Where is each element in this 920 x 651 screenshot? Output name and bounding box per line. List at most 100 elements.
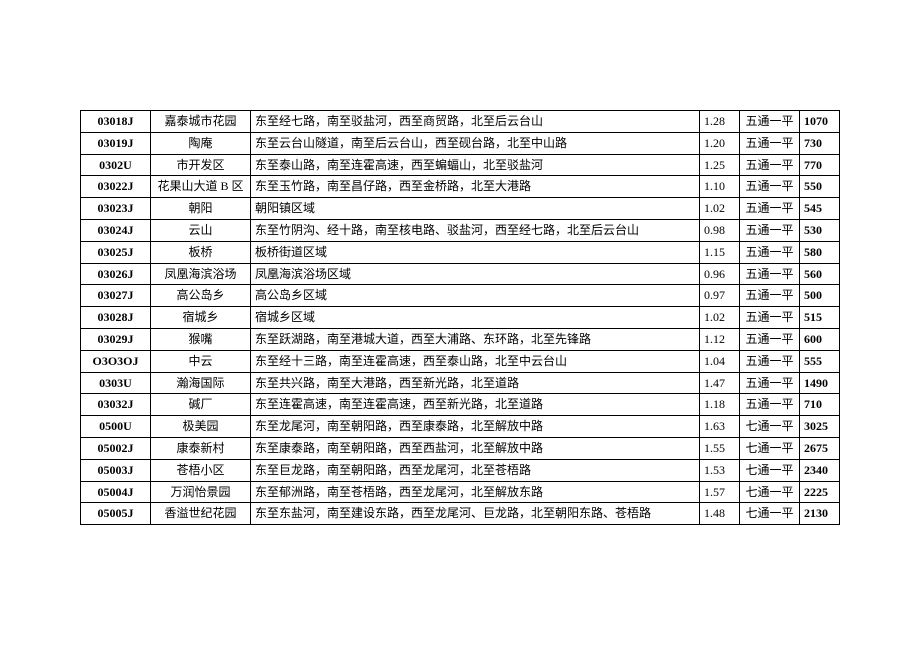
cell-type: 五通一平 xyxy=(740,219,800,241)
cell-desc: 宿城乡区域 xyxy=(251,307,700,329)
cell-ratio: 1.10 xyxy=(700,176,740,198)
cell-price: 1070 xyxy=(800,111,840,133)
cell-type: 五通一平 xyxy=(740,372,800,394)
cell-code: 0303U xyxy=(81,372,151,394)
cell-type: 七通一平 xyxy=(740,437,800,459)
cell-ratio: 1.25 xyxy=(700,154,740,176)
cell-code: 0500U xyxy=(81,416,151,438)
cell-ratio: 1.02 xyxy=(700,198,740,220)
cell-ratio: 0.97 xyxy=(700,285,740,307)
table-row: 0303U瀚海国际东至共兴路，南至大港路，西至新光路，北至道路1.47五通一平1… xyxy=(81,372,840,394)
cell-price: 2130 xyxy=(800,503,840,525)
cell-name: 万润怡景园 xyxy=(151,481,251,503)
cell-name: 凤凰海滨浴场 xyxy=(151,263,251,285)
cell-code: 03028J xyxy=(81,307,151,329)
cell-price: 500 xyxy=(800,285,840,307)
cell-desc: 东至泰山路，南至连霍高速，西至蝙蝠山，北至驳盐河 xyxy=(251,154,700,176)
cell-price: 1490 xyxy=(800,372,840,394)
table-row: 03024J云山东至竹阴沟、经十路，南至核电路、驳盐河，西至经七路，北至后云台山… xyxy=(81,219,840,241)
cell-code: 05002J xyxy=(81,437,151,459)
cell-code: 03029J xyxy=(81,328,151,350)
cell-price: 730 xyxy=(800,132,840,154)
cell-ratio: 1.15 xyxy=(700,241,740,263)
cell-name: 碱厂 xyxy=(151,394,251,416)
cell-name: 极美园 xyxy=(151,416,251,438)
cell-price: 545 xyxy=(800,198,840,220)
cell-code: 03022J xyxy=(81,176,151,198)
cell-type: 七通一平 xyxy=(740,503,800,525)
cell-code: 03023J xyxy=(81,198,151,220)
cell-desc: 朝阳镇区域 xyxy=(251,198,700,220)
cell-code: 03027J xyxy=(81,285,151,307)
cell-type: 七通一平 xyxy=(740,416,800,438)
cell-price: 580 xyxy=(800,241,840,263)
cell-price: 600 xyxy=(800,328,840,350)
cell-ratio: 1.48 xyxy=(700,503,740,525)
cell-price: 2675 xyxy=(800,437,840,459)
cell-desc: 东至玉竹路，南至昌仔路，西至金桥路，北至大港路 xyxy=(251,176,700,198)
cell-ratio: 0.96 xyxy=(700,263,740,285)
cell-type: 七通一平 xyxy=(740,459,800,481)
cell-name: 高公岛乡 xyxy=(151,285,251,307)
table-row: 03022J花果山大道 B 区东至玉竹路，南至昌仔路，西至金桥路，北至大港路1.… xyxy=(81,176,840,198)
cell-price: 530 xyxy=(800,219,840,241)
cell-ratio: 1.63 xyxy=(700,416,740,438)
cell-type: 五通一平 xyxy=(740,176,800,198)
cell-desc: 东至郁洲路，南至苍梧路，西至龙尾河，北至解放东路 xyxy=(251,481,700,503)
cell-name: 中云 xyxy=(151,350,251,372)
cell-ratio: 1.47 xyxy=(700,372,740,394)
cell-price: 550 xyxy=(800,176,840,198)
cell-name: 朝阳 xyxy=(151,198,251,220)
cell-ratio: 0.98 xyxy=(700,219,740,241)
cell-type: 五通一平 xyxy=(740,394,800,416)
cell-code: 0302U xyxy=(81,154,151,176)
cell-name: 陶庵 xyxy=(151,132,251,154)
cell-desc: 东至巨龙路，南至朝阳路，西至龙尾河，北至苍梧路 xyxy=(251,459,700,481)
cell-code: 03025J xyxy=(81,241,151,263)
cell-name: 市开发区 xyxy=(151,154,251,176)
cell-type: 五通一平 xyxy=(740,263,800,285)
cell-ratio: 1.12 xyxy=(700,328,740,350)
cell-name: 猴嘴 xyxy=(151,328,251,350)
cell-type: 五通一平 xyxy=(740,241,800,263)
cell-name: 宿城乡 xyxy=(151,307,251,329)
table-row: 03029J猴嘴东至跃湖路，南至港城大道，西至大浦路、东环路，北至先锋路1.12… xyxy=(81,328,840,350)
cell-desc: 东至跃湖路，南至港城大道，西至大浦路、东环路，北至先锋路 xyxy=(251,328,700,350)
cell-type: 五通一平 xyxy=(740,328,800,350)
cell-desc: 板桥街道区域 xyxy=(251,241,700,263)
cell-price: 2340 xyxy=(800,459,840,481)
table-row: O3O3OJ中云东至经十三路，南至连霍高速，西至泰山路，北至中云台山1.04五通… xyxy=(81,350,840,372)
cell-code: 03032J xyxy=(81,394,151,416)
cell-code: 05005J xyxy=(81,503,151,525)
table-row: 03019J陶庵东至云台山隧道，南至后云台山，西至砚台路，北至中山路1.20五通… xyxy=(81,132,840,154)
cell-price: 515 xyxy=(800,307,840,329)
cell-ratio: 1.53 xyxy=(700,459,740,481)
cell-name: 香溢世纪花园 xyxy=(151,503,251,525)
cell-type: 五通一平 xyxy=(740,111,800,133)
cell-desc: 东至龙尾河，南至朝阳路，西至康泰路，北至解放中路 xyxy=(251,416,700,438)
cell-code: 03026J xyxy=(81,263,151,285)
cell-price: 3025 xyxy=(800,416,840,438)
cell-name: 花果山大道 B 区 xyxy=(151,176,251,198)
cell-price: 710 xyxy=(800,394,840,416)
cell-price: 2225 xyxy=(800,481,840,503)
cell-code: 03019J xyxy=(81,132,151,154)
cell-type: 五通一平 xyxy=(740,307,800,329)
cell-ratio: 1.20 xyxy=(700,132,740,154)
table-row: 05005J香溢世纪花园东至东盐河，南至建设东路，西至龙尾河、巨龙路，北至朝阳东… xyxy=(81,503,840,525)
cell-ratio: 1.57 xyxy=(700,481,740,503)
table-row: 03028J宿城乡宿城乡区域1.02五通一平515 xyxy=(81,307,840,329)
cell-ratio: 1.02 xyxy=(700,307,740,329)
cell-code: 05004J xyxy=(81,481,151,503)
cell-ratio: 1.28 xyxy=(700,111,740,133)
land-price-table: 03018J嘉泰城市花园东至经七路，南至驳盐河，西至商贸路，北至后云台山1.28… xyxy=(80,110,840,525)
cell-code: 03024J xyxy=(81,219,151,241)
cell-code: O3O3OJ xyxy=(81,350,151,372)
cell-name: 嘉泰城市花园 xyxy=(151,111,251,133)
cell-name: 瀚海国际 xyxy=(151,372,251,394)
cell-desc: 东至连霍高速，南至连霍高速，西至新光路，北至道路 xyxy=(251,394,700,416)
cell-price: 555 xyxy=(800,350,840,372)
cell-ratio: 1.04 xyxy=(700,350,740,372)
cell-type: 五通一平 xyxy=(740,350,800,372)
cell-desc: 东至竹阴沟、经十路，南至核电路、驳盐河，西至经七路，北至后云台山 xyxy=(251,219,700,241)
